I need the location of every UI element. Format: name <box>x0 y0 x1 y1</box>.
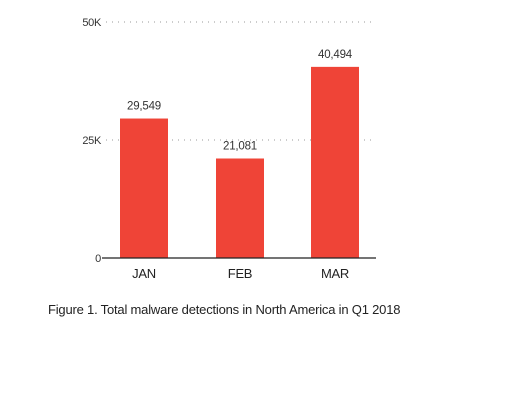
labels: 0 25K 50K 29,549 JAN 21,081 FEB 40,494 MAR <box>82 17 353 281</box>
x-tick-label-feb: FEB <box>228 266 252 281</box>
y-tick-label: 0 <box>95 253 101 265</box>
x-tick-label-jan: JAN <box>132 266 156 281</box>
bars <box>120 66 359 258</box>
bar-jan <box>120 118 168 258</box>
bar-chart: 0 25K 50K 29,549 JAN 21,081 FEB 40,494 MAR <box>82 17 376 281</box>
y-tick-label: 25K <box>82 135 102 147</box>
figure-caption: Figure 1. Total malware detections in No… <box>48 302 401 317</box>
data-label-feb: 21,081 <box>223 140 257 152</box>
y-tick-label: 50K <box>82 17 102 29</box>
data-label-jan: 29,549 <box>127 101 161 113</box>
bar-mar <box>311 66 359 258</box>
data-label-mar: 40,494 <box>318 49 353 61</box>
bar-feb <box>216 158 264 258</box>
x-tick-label-mar: MAR <box>321 266 349 281</box>
